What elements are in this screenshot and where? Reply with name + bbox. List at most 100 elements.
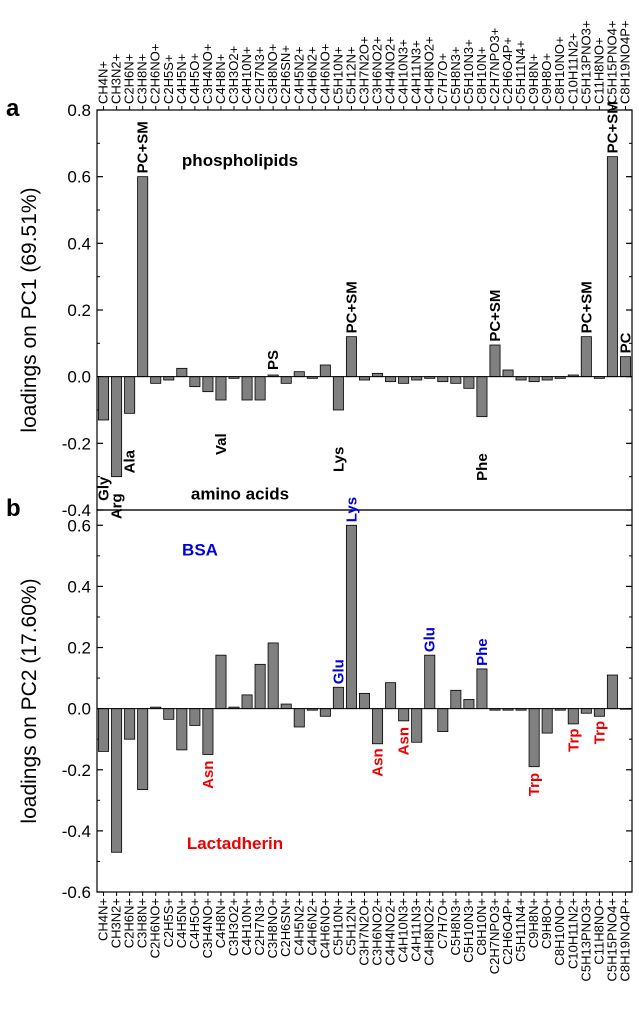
bar-C8H10N+ bbox=[476, 376, 488, 418]
category-label-top: C3H4NO+ bbox=[200, 44, 215, 104]
annotation-asn: Asn bbox=[200, 761, 217, 789]
annotation-label: amino acids bbox=[191, 484, 289, 503]
bar-C5H12N+ bbox=[345, 336, 357, 378]
bar-C4H4NO2+ bbox=[385, 376, 397, 383]
category-label-bottom: C4H5O+ bbox=[187, 898, 202, 949]
category-label-top: C3H8NO+ bbox=[265, 44, 280, 104]
category-label-bottom: C4H10N+ bbox=[239, 898, 254, 955]
bar-C4H11N3+ bbox=[411, 708, 423, 743]
bar-C5H13PNO3+ bbox=[580, 708, 592, 714]
y-tick-label: 0.4 bbox=[67, 577, 91, 596]
bar-C3H6NO2+ bbox=[372, 708, 384, 745]
category-label-bottom: C2H6NO+ bbox=[148, 898, 163, 958]
category-label-bottom: C3H7N2O+ bbox=[357, 898, 372, 966]
category-label-top: C4H6N2+ bbox=[304, 47, 319, 104]
category-label-bottom: C3H8N+ bbox=[135, 898, 150, 948]
bar-C3H8N+ bbox=[137, 708, 149, 791]
category-label-top: C4H10N3+ bbox=[396, 39, 411, 104]
category-label-bottom: C3H3O2+ bbox=[226, 898, 241, 956]
bar-C5H10N+ bbox=[332, 376, 344, 411]
bar-C2H6O4P+ bbox=[502, 369, 514, 378]
category-label-top: CH4N+ bbox=[96, 61, 111, 104]
category-label-bottom: C4H10N3+ bbox=[396, 898, 411, 963]
bar-C5H10N3+ bbox=[463, 699, 475, 710]
category-label-bottom: C9H8O+ bbox=[539, 898, 554, 949]
category-label-top: C2H6O4P+ bbox=[500, 37, 515, 104]
bar-C2H6NO+ bbox=[150, 376, 162, 384]
category-label-top: C4H5N+ bbox=[174, 54, 189, 104]
category-label-bottom: C3H4NO+ bbox=[200, 898, 215, 958]
bar-C4H8N+ bbox=[215, 376, 227, 401]
bar-C7H7O+ bbox=[437, 376, 449, 383]
bar-C4H10N+ bbox=[241, 376, 253, 401]
category-label-bottom: C5H15PNO4+ bbox=[604, 898, 619, 981]
bar-C3H4NO+ bbox=[202, 376, 214, 393]
bar-C5H10N3+ bbox=[463, 376, 475, 389]
category-label-top: C4H5O+ bbox=[187, 53, 202, 104]
category-label-top: C2H6SN+ bbox=[278, 45, 293, 104]
bar-C4H4NO2+ bbox=[385, 682, 397, 710]
bar-C5H12N+ bbox=[345, 524, 357, 710]
category-label-top: C4H10N+ bbox=[239, 47, 254, 104]
bar-C5H15PNO4+ bbox=[606, 156, 618, 378]
bar-C2H5S+ bbox=[163, 708, 175, 720]
category-label-bottom: C8H19NO4P+ bbox=[617, 898, 632, 981]
y-tick-label: 0.2 bbox=[67, 301, 91, 320]
bar-C5H15PNO4+ bbox=[606, 674, 618, 710]
category-label-bottom: C10H11N2+ bbox=[565, 898, 580, 969]
y-tick-label: 0.6 bbox=[67, 168, 91, 187]
panel-b: -0.6 -0.4 -0.2 0.0 0.2 0.4 0.6 loadings on PC2 … bbox=[6, 495, 633, 902]
category-label-top: C4H8NO2+ bbox=[422, 36, 437, 104]
bar-C5H8N3+ bbox=[450, 689, 462, 710]
category-label-top: C8H10NO+ bbox=[552, 36, 567, 104]
category-label-top: C11H8NO+ bbox=[591, 37, 606, 104]
annotation-gly: Gly bbox=[96, 476, 113, 501]
category-label-bottom: C3H6NO2+ bbox=[370, 898, 385, 966]
category-label-top: C5H8N3+ bbox=[448, 47, 463, 104]
category-label-top: C5H10N3+ bbox=[461, 39, 476, 104]
annotation-trp: Trp bbox=[526, 773, 543, 796]
annotation-glu: Glu bbox=[330, 659, 347, 684]
annotation-trp: Trp bbox=[565, 729, 582, 752]
y-tick-label: -0.4 bbox=[62, 822, 91, 841]
annotation-pc-sm: PC+SM bbox=[135, 121, 152, 173]
category-label-top: C5H15PNO4+ bbox=[604, 21, 619, 104]
bar-C4H10N3+ bbox=[398, 376, 410, 384]
bar-C9H8N+ bbox=[528, 708, 540, 768]
annotation-pc-sm: PC+SM bbox=[487, 290, 504, 342]
category-label-bottom: C5H8N3+ bbox=[448, 898, 463, 955]
category-label-bottom: C9H8N+ bbox=[526, 898, 541, 948]
category-label-bottom: C2H6SN+ bbox=[278, 898, 293, 957]
annotation-glu: Glu bbox=[422, 627, 439, 652]
bar-C4H5O+ bbox=[189, 376, 201, 388]
bar-C11H8NO+ bbox=[593, 708, 605, 717]
bar-C4H5N2+ bbox=[293, 708, 305, 728]
annotation-lys: Lys bbox=[343, 497, 360, 522]
bar-C4H10N3+ bbox=[398, 708, 410, 722]
category-label-top: C5H10N+ bbox=[330, 47, 345, 104]
bar-C4H5N+ bbox=[176, 708, 188, 751]
bar-C4H10N+ bbox=[241, 694, 253, 710]
category-label-top: C2H6N+ bbox=[122, 54, 137, 104]
bar-CH3N2+ bbox=[111, 708, 123, 853]
category-label-bottom: C8H10N+ bbox=[474, 898, 489, 955]
category-label-top: C8H19NO4P+ bbox=[617, 21, 632, 104]
annotation-phe: Phe bbox=[474, 638, 491, 666]
category-label-bottom: C2H6O4P+ bbox=[500, 898, 515, 965]
annotation-asn: Asn bbox=[396, 727, 413, 755]
bar-C5H8N3+ bbox=[450, 376, 462, 384]
y-tick-label: 0.0 bbox=[67, 700, 91, 719]
annotation-lys: Lys bbox=[330, 447, 347, 472]
category-label-bottom: C4H5N+ bbox=[174, 898, 189, 948]
category-label-top: C8H10N+ bbox=[474, 47, 489, 104]
category-label-top: C4H6NO+ bbox=[317, 44, 332, 104]
bar-CH4N+ bbox=[98, 708, 110, 752]
category-label-top: C5H11N4+ bbox=[513, 40, 528, 104]
category-label-bottom: C2H7NPO3+ bbox=[487, 898, 502, 974]
bar-C4H5N+ bbox=[176, 367, 188, 378]
bar-C9H8O+ bbox=[541, 708, 553, 734]
y-tick-label: 0.2 bbox=[67, 639, 91, 658]
annotation-ps: PS bbox=[265, 350, 282, 370]
category-label-top: C2H7NPO3+ bbox=[487, 28, 502, 104]
